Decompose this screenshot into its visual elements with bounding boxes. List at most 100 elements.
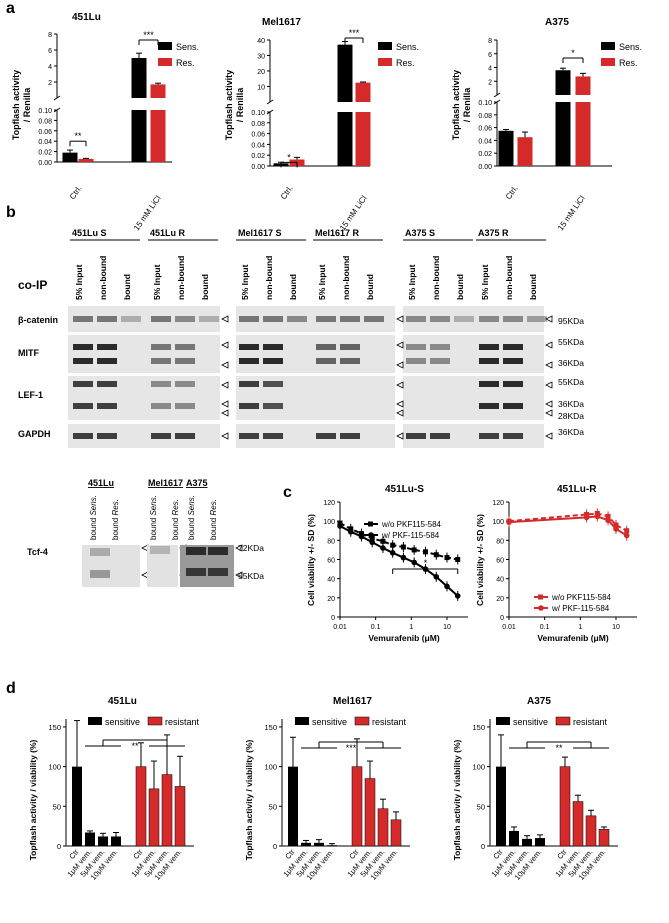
lane-label: non-bound [431, 256, 441, 300]
tick-label: 0.08 [38, 118, 52, 125]
tick-label: 40 [257, 38, 265, 45]
bar [559, 766, 571, 847]
blot-band [316, 433, 336, 439]
blot-band [151, 316, 171, 322]
bar [572, 801, 584, 847]
blot-band [479, 433, 499, 439]
tick-label: 0 [331, 615, 335, 622]
blot-band [97, 344, 117, 350]
blot-band [430, 358, 450, 364]
blot-band [503, 381, 523, 387]
bar [327, 845, 337, 846]
tcf-lane-word: bound [149, 516, 158, 540]
legend-label: w/o PKF115-584 [381, 520, 442, 529]
legend-label: w/o PKF115-584 [551, 593, 612, 602]
kda-label: 95KDa [558, 316, 584, 326]
tick-label: 8 [48, 32, 52, 39]
bar [377, 808, 389, 847]
blot-row-label: MITF [18, 348, 39, 358]
data-point [444, 555, 450, 561]
legend-label: sensitive [312, 717, 347, 727]
tick-label: 0.01 [333, 624, 347, 631]
legend-label: w/ PKF-115-584 [551, 604, 610, 613]
sig-label: * [571, 48, 575, 58]
lane-label: bound [288, 274, 298, 300]
tick-label: 0.02 [38, 150, 52, 157]
tick-label: 50 [53, 802, 61, 811]
blot-row-label: β-catenin [18, 315, 58, 325]
blot-band [73, 433, 93, 439]
bar [148, 788, 160, 847]
tcf-lane-label: bound Sens. [187, 495, 196, 540]
tick-label: 60 [327, 558, 335, 565]
blot-band [316, 344, 336, 350]
blot-band [175, 433, 195, 439]
lane-label: 5% Input [152, 264, 162, 300]
bar [509, 830, 519, 846]
legend-label: w/ PKF-115-584 [381, 531, 440, 540]
sig-label: * [287, 152, 291, 162]
blot-band [97, 316, 117, 322]
x-label: Ctrl. [504, 184, 520, 201]
blot-band [503, 358, 523, 364]
blot-band [316, 316, 336, 322]
blot-band [73, 403, 93, 409]
tcf-band [186, 547, 206, 555]
sig-label: ** [555, 743, 563, 753]
band-arrow [221, 409, 229, 417]
tcf-lane-word: bound [171, 516, 180, 540]
tick-label: 50 [477, 802, 485, 811]
blot-band [479, 358, 499, 364]
blot-band [175, 358, 195, 364]
lane-label: 5% Input [74, 264, 84, 300]
kda-label: 55KDa [558, 337, 584, 347]
tcf-band [208, 547, 228, 555]
chart-title: Mel1617 [262, 17, 301, 28]
blot-band [239, 358, 259, 364]
legend-swatch [158, 42, 172, 50]
tick-label: 0.06 [251, 132, 265, 139]
tick-label: 0 [57, 842, 61, 851]
lane-label: non-bound [341, 256, 351, 300]
tick-label: 0.1 [540, 624, 550, 631]
legend-swatch [147, 716, 163, 726]
tick-label: 0.00 [251, 164, 265, 171]
tcf-lane-word: bound [209, 516, 218, 540]
blot-band [97, 358, 117, 364]
blot-band [406, 433, 426, 439]
tick-label: 0.06 [478, 126, 492, 133]
blot-band [479, 403, 499, 409]
panel-letter-c: c [283, 484, 292, 501]
tick-label: 60 [496, 558, 504, 565]
axis-break [493, 92, 501, 98]
blot-band [199, 316, 219, 322]
tcf-lane-word: Sens. [187, 495, 196, 515]
band-arrow [221, 341, 229, 349]
bar [131, 110, 147, 162]
bar [496, 766, 506, 846]
blot-band [175, 316, 195, 322]
tick-label: 150 [48, 723, 61, 732]
panel-letter-a: a [6, 0, 15, 17]
bar [288, 766, 298, 846]
tick-label: 120 [492, 500, 504, 507]
data-point [369, 539, 376, 546]
tcf-band [208, 568, 228, 576]
lane-label: bound [122, 274, 132, 300]
blot-band [316, 358, 336, 364]
bar [314, 842, 324, 846]
band-arrow [396, 341, 404, 349]
tcf-strip [82, 545, 140, 587]
tick-label: 0 [500, 615, 504, 622]
tcf-strip [147, 545, 178, 587]
blot-band [406, 358, 426, 364]
bar [161, 774, 173, 847]
bar [585, 815, 597, 847]
legend-marker [368, 532, 374, 538]
y-axis-label: / Renilla [22, 87, 32, 123]
legend-swatch [601, 58, 615, 66]
tcf-band [186, 568, 206, 576]
legend-label: Res. [396, 58, 415, 68]
data-point [390, 542, 396, 548]
tick-label: 40 [496, 577, 504, 584]
